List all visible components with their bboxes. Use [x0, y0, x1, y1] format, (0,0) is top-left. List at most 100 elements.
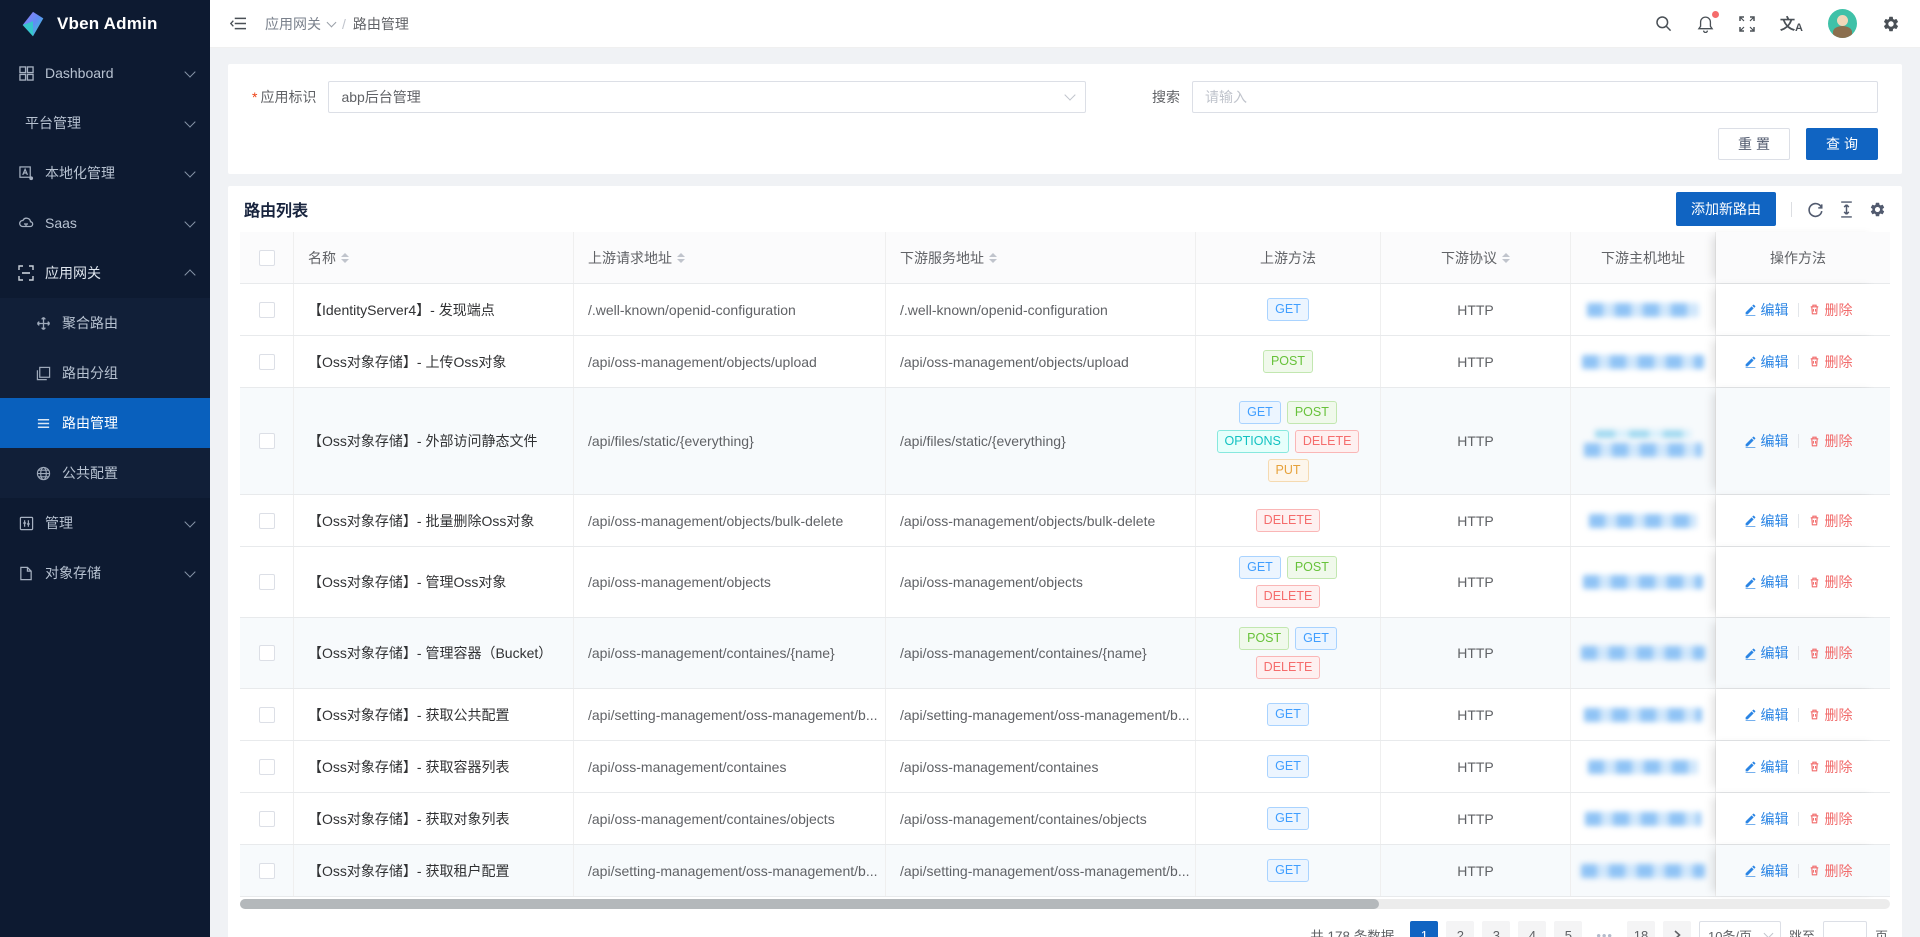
sidebar-item-manage[interactable]: 管理	[0, 498, 210, 548]
search-icon[interactable]	[1655, 15, 1672, 32]
column-header-downstream[interactable]: 下游服务地址	[886, 232, 1196, 283]
page-button-3[interactable]: 3	[1482, 921, 1511, 937]
sidebar-collapse-icon[interactable]	[230, 16, 247, 31]
delete-button[interactable]: 删除	[1808, 431, 1853, 451]
top-header: 应用网关 / 路由管理	[210, 0, 1920, 48]
page-size-select[interactable]: 10条/页	[1698, 921, 1781, 937]
sidebar-item-saas[interactable]: Saas	[0, 198, 210, 248]
page-button-5[interactable]: 5	[1554, 921, 1583, 937]
row-checkbox[interactable]	[258, 433, 275, 449]
sidebar-item-gateway[interactable]: 应用网关	[0, 248, 210, 298]
sidebar-item-route-manage[interactable]: 路由管理	[0, 398, 210, 448]
refresh-icon[interactable]	[1807, 201, 1824, 218]
sidebar-item-platform[interactable]: 平台管理	[0, 98, 210, 148]
add-route-button[interactable]: 添加新路由	[1676, 192, 1776, 226]
redacted-host	[1584, 707, 1702, 722]
row-checkbox[interactable]	[258, 706, 275, 723]
search-input[interactable]: 请输入	[1192, 81, 1878, 113]
row-checkbox[interactable]	[258, 862, 275, 879]
avatar[interactable]	[1828, 9, 1857, 38]
column-header-name[interactable]: 名称	[294, 232, 574, 283]
sidebar-item-localization[interactable]: 本地化管理	[0, 148, 210, 198]
downstream-path: /api/oss-management/containes/{name}	[886, 618, 1196, 688]
column-header-upstream[interactable]: 上游请求地址	[574, 232, 886, 283]
protocol: HTTP	[1381, 547, 1571, 617]
edit-button[interactable]: 编辑	[1744, 300, 1789, 320]
sidebar-item-dashboard[interactable]: Dashboard	[0, 48, 210, 98]
delete-button[interactable]: 删除	[1808, 511, 1853, 531]
page-button-2[interactable]: 2	[1446, 921, 1475, 937]
chevron-down-icon	[184, 65, 196, 78]
horizontal-scrollbar[interactable]	[240, 899, 1890, 909]
jump-page-input[interactable]	[1822, 921, 1867, 937]
method-badge: GET	[1239, 400, 1281, 424]
method-badge: POST	[1262, 350, 1314, 373]
sidebar-item-global-config[interactable]: 公共配置	[0, 448, 210, 498]
app-key-select[interactable]: abp后台管理	[328, 81, 1086, 113]
downstream-path: /api/files/static/{everything}	[886, 388, 1196, 494]
column-header-protocol[interactable]: 下游协议	[1381, 232, 1571, 283]
row-height-icon[interactable]	[1839, 200, 1854, 218]
protocol: HTTP	[1381, 388, 1571, 494]
delete-button[interactable]: 删除	[1808, 705, 1853, 725]
storage-icon	[18, 565, 34, 581]
table-row: 【Oss对象存储】- 管理Oss对象 /api/oss-management/o…	[240, 547, 1890, 618]
edit-button[interactable]: 编辑	[1744, 809, 1789, 829]
query-button[interactable]: 查询	[1806, 128, 1878, 160]
delete-button[interactable]: 删除	[1808, 643, 1853, 663]
delete-button[interactable]: 删除	[1808, 809, 1853, 829]
protocol: HTTP	[1381, 284, 1571, 335]
edit-button[interactable]: 编辑	[1744, 643, 1789, 663]
row-checkbox[interactable]	[258, 574, 275, 590]
row-checkbox[interactable]	[258, 512, 275, 529]
edit-button[interactable]: 编辑	[1744, 757, 1789, 777]
table-row: 【Oss对象存储】- 获取租户配置 /api/setting-managemen…	[240, 845, 1890, 897]
manage-icon	[18, 515, 34, 531]
dashboard-icon	[18, 65, 34, 81]
next-page-button[interactable]	[1662, 921, 1691, 937]
redacted-host	[1582, 354, 1704, 369]
breadcrumb-parent[interactable]: 应用网关	[265, 15, 321, 32]
edit-button[interactable]: 编辑	[1744, 431, 1789, 451]
downstream-path: /api/oss-management/containes/objects	[886, 793, 1196, 844]
delete-button[interactable]: 删除	[1808, 572, 1853, 592]
row-checkbox[interactable]	[258, 810, 275, 827]
row-checkbox[interactable]	[258, 758, 275, 775]
table-row: 【Oss对象存储】- 管理容器（Bucket） /api/oss-managem…	[240, 618, 1890, 689]
delete-button[interactable]: 删除	[1808, 300, 1853, 320]
upstream-path: /api/setting-management/oss-management/b…	[574, 845, 886, 896]
page-button-4[interactable]: 4	[1518, 921, 1547, 937]
row-checkbox[interactable]	[258, 353, 275, 370]
page-button-18[interactable]: 18	[1626, 921, 1655, 937]
edit-button[interactable]: 编辑	[1744, 705, 1789, 725]
table-settings-icon[interactable]	[1869, 201, 1886, 218]
bell-icon[interactable]	[1697, 10, 1720, 33]
page-button-1[interactable]: 1	[1410, 921, 1439, 937]
fullscreen-icon[interactable]	[1739, 15, 1755, 32]
edit-button[interactable]: 编辑	[1744, 511, 1789, 531]
edit-button[interactable]: 编辑	[1744, 861, 1789, 881]
select-all-checkbox[interactable]	[258, 249, 275, 266]
reset-button[interactable]: 重置	[1718, 128, 1790, 160]
scrollbar-thumb[interactable]	[240, 899, 1379, 909]
row-checkbox[interactable]	[258, 645, 275, 661]
protocol: HTTP	[1381, 495, 1571, 546]
delete-button[interactable]: 删除	[1808, 757, 1853, 777]
logo[interactable]: Vben Admin	[0, 0, 210, 48]
delete-button[interactable]: 删除	[1808, 352, 1853, 372]
edit-button[interactable]: 编辑	[1744, 572, 1789, 592]
gear-icon[interactable]	[1882, 15, 1900, 33]
sidebar-item-aggregate-route[interactable]: 聚合路由	[0, 298, 210, 348]
sort-icon	[341, 249, 349, 267]
redacted-host	[1589, 513, 1697, 528]
app-key-label: * 应用标识	[252, 89, 317, 105]
route-table: 名称 上游请求地址 下游服务地址 上游方法 下游协议 下游主机地址 操作方法 【…	[240, 232, 1890, 897]
sidebar-item-object-storage[interactable]: 对象存储	[0, 548, 210, 598]
sidebar-item-route-group[interactable]: 路由分组	[0, 348, 210, 398]
page-ellipsis[interactable]: •••	[1596, 927, 1613, 937]
edit-button[interactable]: 编辑	[1744, 352, 1789, 372]
delete-button[interactable]: 删除	[1808, 861, 1853, 881]
gateway-submenu: 聚合路由 路由分组 路由管理	[0, 298, 210, 498]
row-checkbox[interactable]	[258, 301, 275, 318]
